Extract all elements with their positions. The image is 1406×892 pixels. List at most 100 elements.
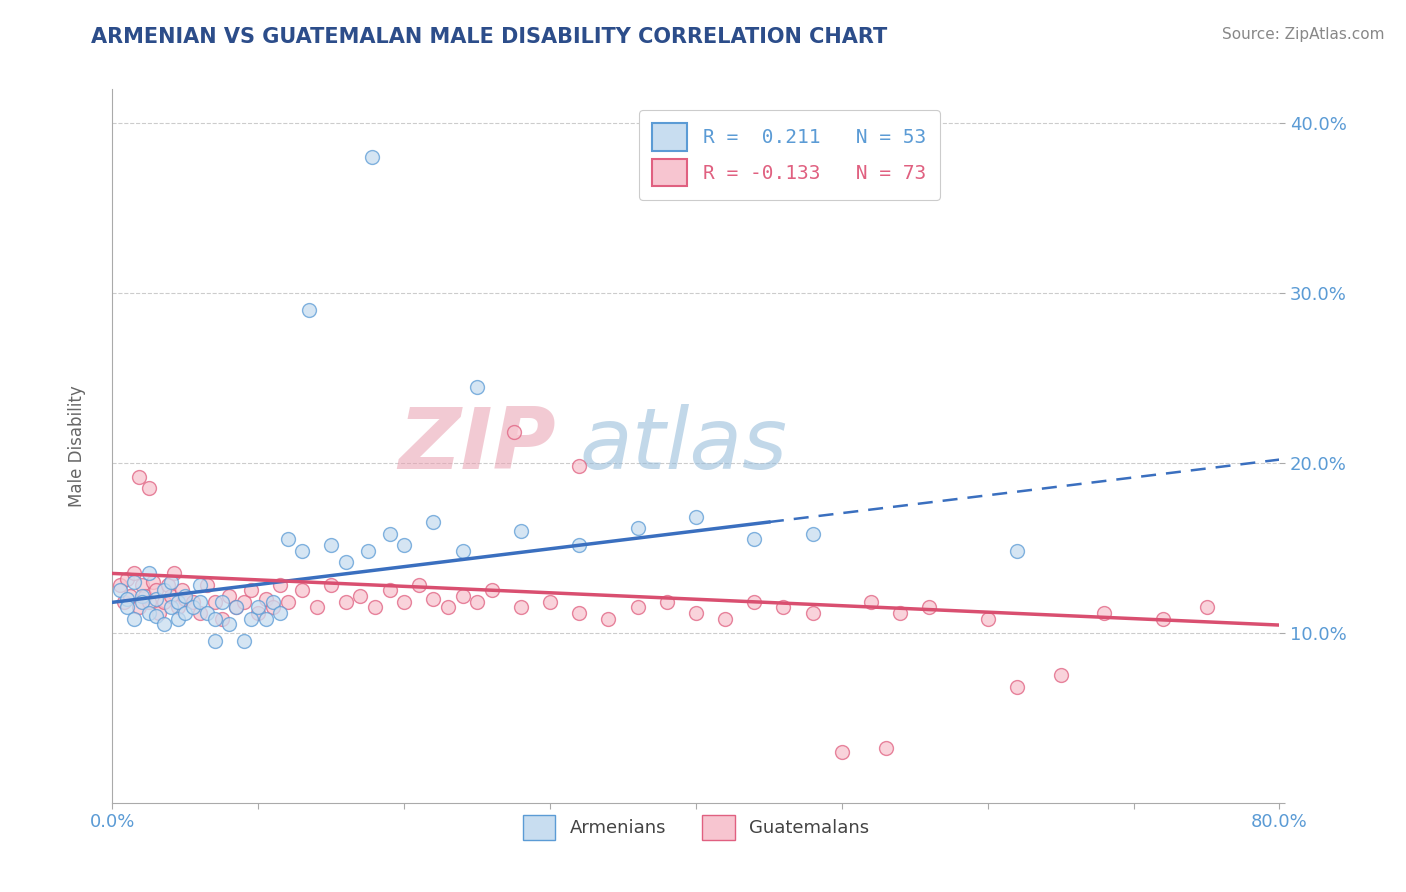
Point (1005, 680, 1028, 694)
Point (1005, 544, 1028, 558)
Point (598, 612, 620, 626)
Point (145, 608, 167, 623)
Point (1152, 612, 1174, 626)
Point (335, 595, 357, 609)
Point (276, 595, 298, 609)
Point (163, 566, 186, 581)
Point (378, 583, 401, 598)
Point (145, 591, 167, 606)
Point (211, 612, 233, 626)
Point (335, 555, 357, 569)
Point (160, 589, 183, 603)
Point (568, 537, 591, 551)
Point (138, 595, 160, 609)
Point (195, 578, 218, 592)
Point (128, 600, 150, 615)
Point (1094, 606, 1116, 620)
Point (801, 527, 824, 541)
Point (138, 606, 160, 620)
Text: ZIP: ZIP (398, 404, 555, 488)
Point (394, 595, 416, 609)
Point (124, 566, 146, 581)
Point (291, 544, 314, 558)
Point (152, 583, 174, 598)
Point (152, 617, 174, 632)
Point (408, 578, 430, 592)
Point (128, 469, 150, 483)
Point (134, 589, 156, 603)
Point (655, 595, 678, 609)
Point (204, 634, 226, 648)
Point (225, 600, 247, 615)
Point (262, 595, 284, 609)
Point (131, 578, 153, 592)
Point (160, 574, 183, 589)
Point (174, 591, 197, 606)
Point (394, 537, 416, 551)
Point (152, 595, 174, 609)
Point (714, 612, 737, 626)
Point (167, 612, 190, 626)
Point (451, 544, 474, 558)
Point (204, 612, 226, 626)
Point (502, 425, 524, 440)
Point (108, 578, 131, 592)
Point (188, 606, 211, 620)
Text: atlas: atlas (579, 404, 787, 488)
Point (831, 745, 853, 759)
Point (254, 612, 277, 626)
Point (167, 600, 190, 615)
Point (181, 595, 204, 609)
Point (115, 572, 138, 586)
Point (195, 606, 218, 620)
Point (364, 600, 387, 615)
Point (465, 379, 488, 393)
Point (685, 606, 707, 620)
Point (131, 595, 153, 609)
Point (742, 595, 765, 609)
Point (218, 617, 240, 632)
Point (321, 578, 343, 592)
Point (108, 583, 131, 598)
Point (772, 600, 794, 615)
Point (437, 600, 460, 615)
Point (269, 578, 291, 592)
Point (204, 595, 226, 609)
Point (276, 533, 298, 547)
Point (124, 612, 146, 626)
Point (298, 303, 321, 318)
Point (240, 612, 263, 626)
Point (156, 578, 179, 592)
Point (172, 583, 194, 598)
Point (305, 600, 328, 615)
Point (1195, 600, 1218, 615)
Point (568, 459, 591, 474)
Point (142, 574, 165, 589)
Point (188, 578, 211, 592)
Point (181, 600, 204, 615)
Point (1049, 668, 1071, 682)
Point (232, 595, 254, 609)
Point (627, 600, 650, 615)
Point (742, 533, 765, 547)
Legend: Armenians, Guatemalans: Armenians, Guatemalans (516, 807, 876, 847)
Point (349, 589, 371, 603)
Point (262, 600, 284, 615)
Point (115, 600, 138, 615)
Point (889, 606, 911, 620)
Point (112, 595, 135, 609)
Point (138, 482, 160, 496)
Point (115, 591, 138, 606)
Point (225, 600, 247, 615)
Point (627, 520, 650, 534)
Point (174, 589, 197, 603)
Point (685, 510, 707, 524)
Point (509, 600, 531, 615)
Point (378, 527, 401, 541)
Point (875, 741, 897, 756)
Point (269, 606, 291, 620)
Point (321, 537, 343, 551)
Point (218, 589, 240, 603)
Point (291, 583, 314, 598)
Point (232, 634, 254, 648)
